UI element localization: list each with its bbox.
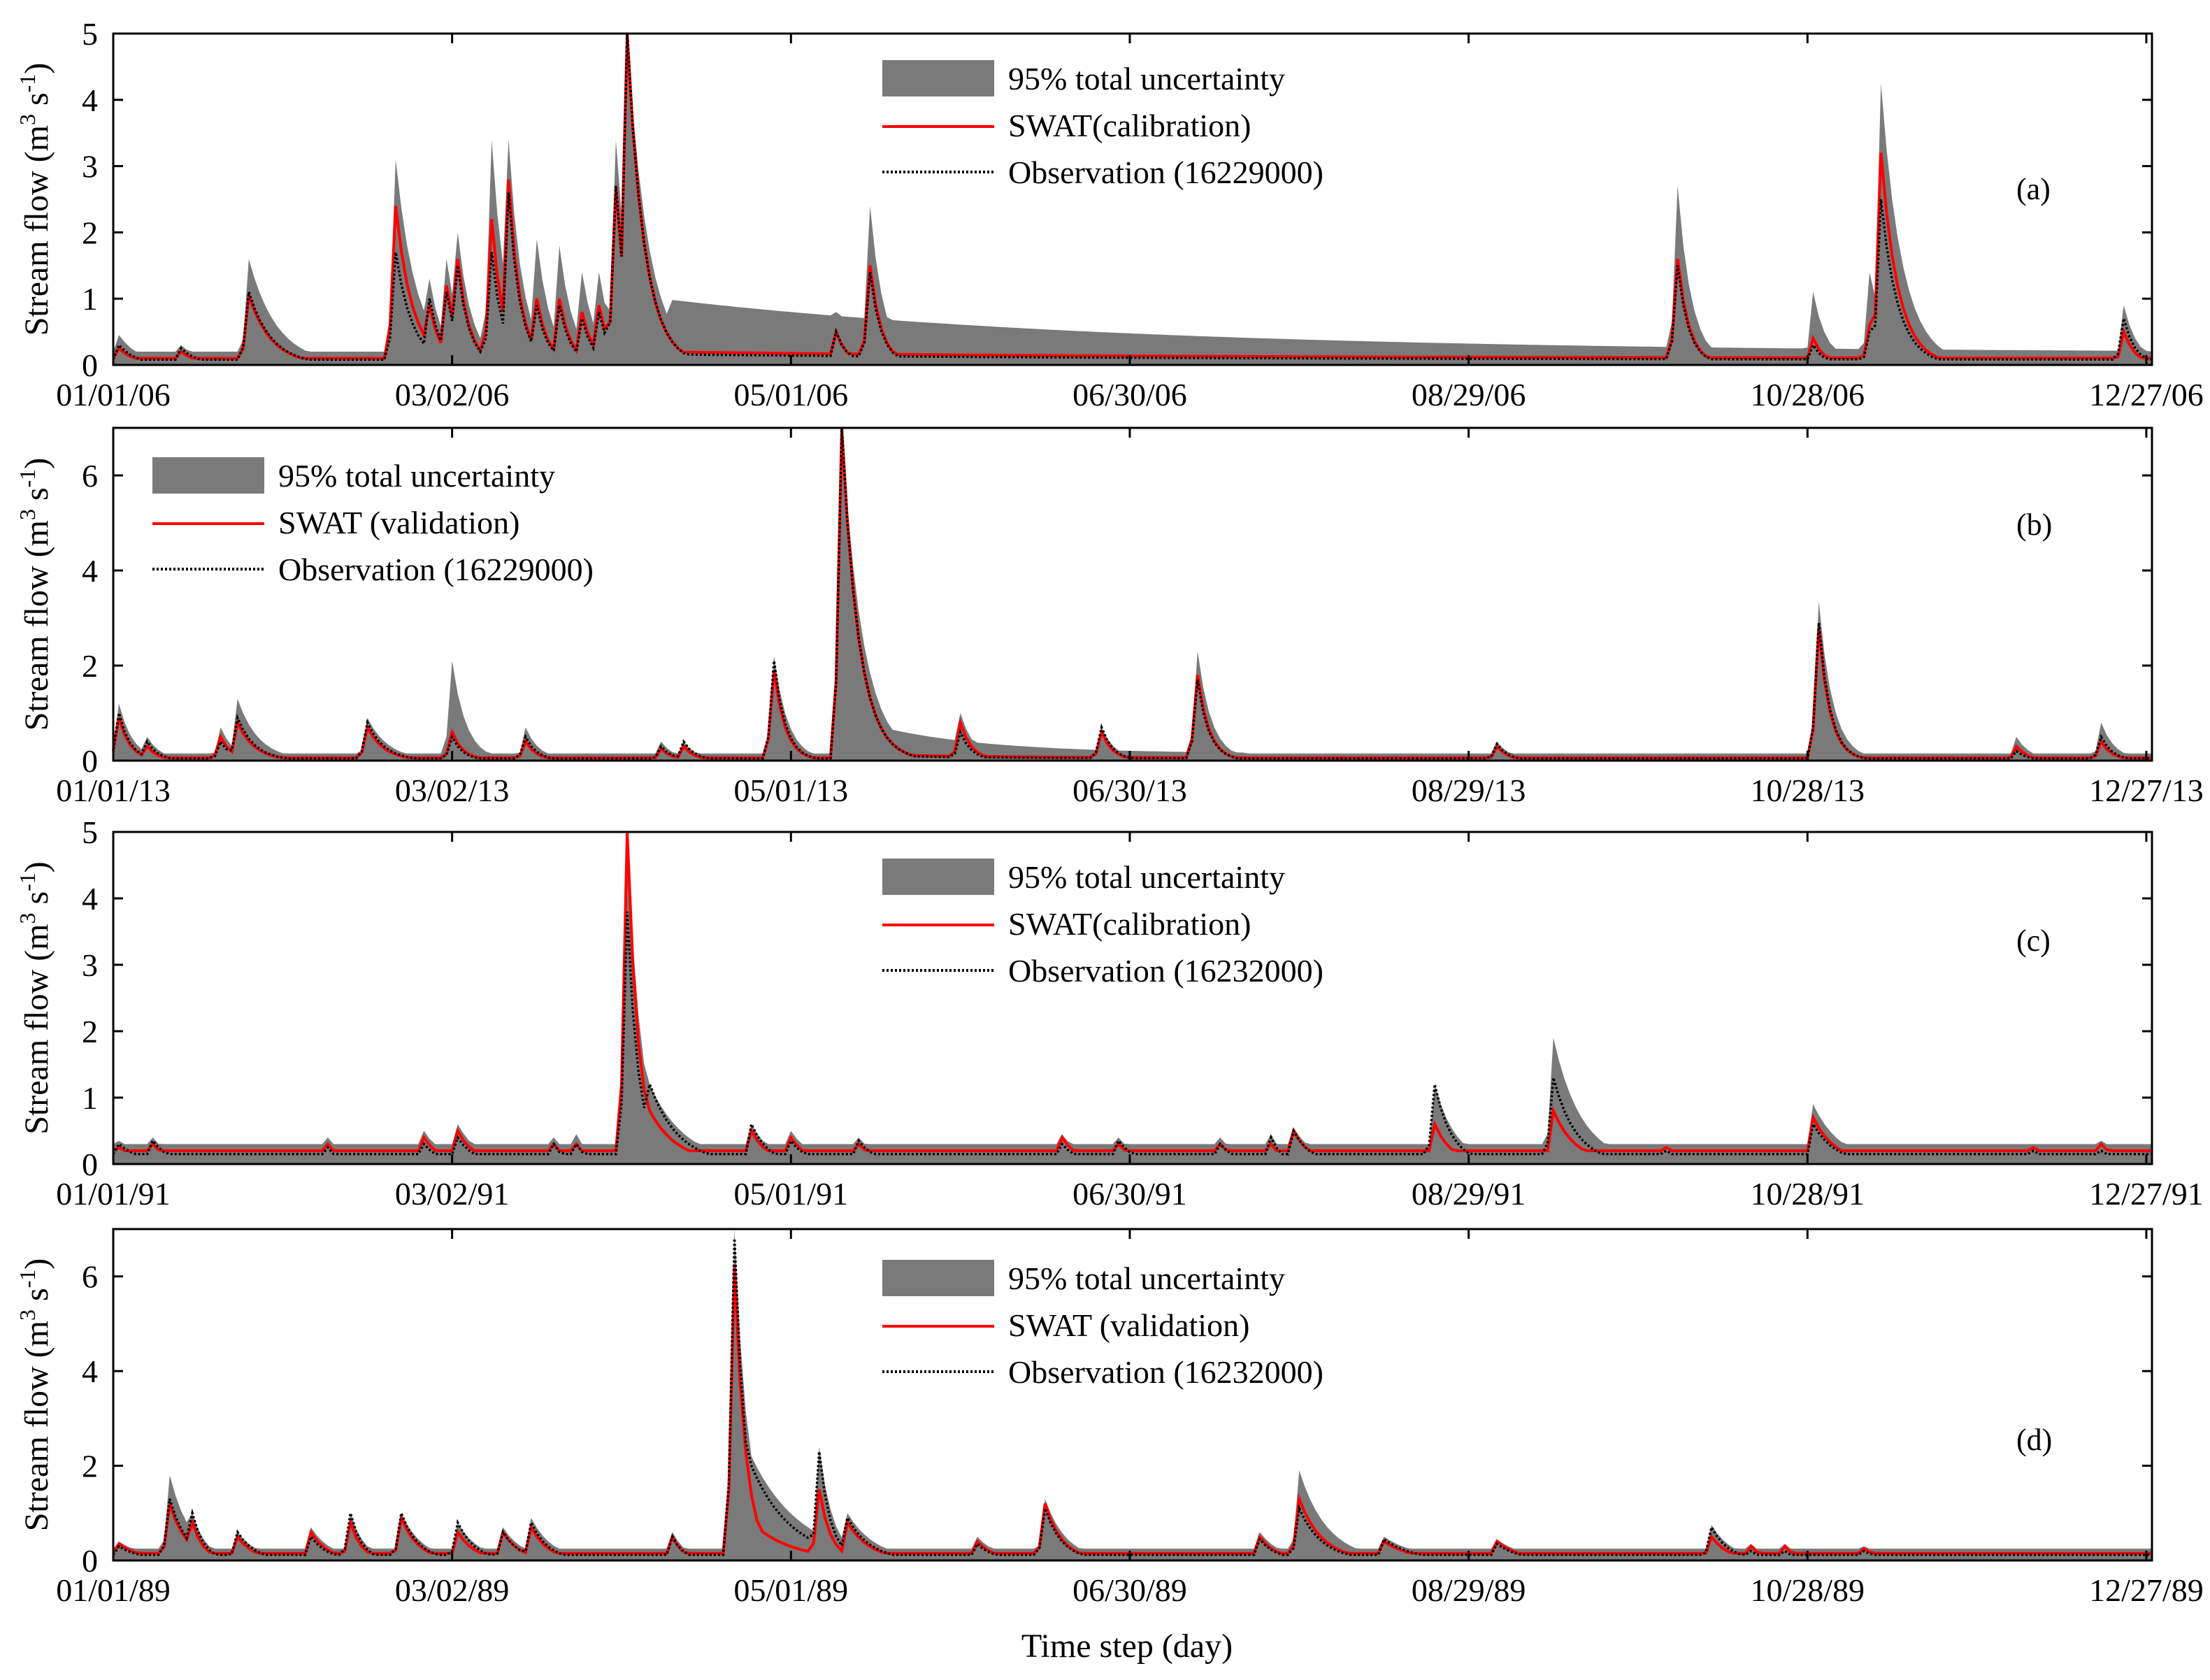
legend-entry: 95% total uncertainty [1008, 1261, 1285, 1296]
panel-d: 0 2 4 6 01/01/89 03/02/89 05/01/89 06/30/89 08/2… [15, 1228, 2204, 1608]
x-tick-label: 01/01/91 [56, 1176, 171, 1212]
y-tick-label: 5 [82, 16, 98, 52]
legend-entry: Observation (16232000) [1008, 953, 1323, 989]
observation-line [112, 427, 2152, 760]
x-tick-label: 10/28/91 [1750, 1176, 1865, 1212]
x-tick-label: 10/28/13 [1750, 773, 1865, 808]
legend-band-swatch [882, 1260, 994, 1296]
legend-entry: Observation (16232000) [1008, 1354, 1323, 1390]
x-tick-label: 05/01/89 [734, 1572, 849, 1608]
y-tick-label: 0 [82, 743, 98, 779]
legend-entry: SWAT (validation) [1008, 1307, 1249, 1343]
x-tick-label: 06/30/13 [1072, 773, 1187, 808]
plot-frame [112, 831, 2153, 1165]
y-tick-label: 0 [82, 1543, 98, 1579]
y-tick-label: 0 [82, 347, 98, 383]
y-tick-label: 1 [82, 281, 98, 317]
plot-frame [112, 426, 2153, 762]
y-tick-label: 1 [82, 1080, 98, 1116]
y-tick-label: 5 [82, 814, 98, 850]
x-tick-label: 03/02/89 [395, 1572, 510, 1608]
legend-entry: 95% total uncertainty [1008, 859, 1285, 895]
y-tick-label: 6 [82, 1259, 98, 1295]
x-tick-label: 10/28/06 [1750, 377, 1865, 412]
x-tick-label: 12/27/89 [2089, 1572, 2204, 1608]
x-tick-label: 03/02/91 [395, 1176, 510, 1212]
legend: 95% total uncertainty SWAT (validation) Ob… [882, 1260, 1323, 1390]
legend-entry: Observation (16229000) [278, 552, 594, 587]
y-axis-title: Stream flow (m3 s-1) [15, 861, 55, 1135]
y-tick-label: 4 [82, 82, 98, 118]
x-tick-label: 05/01/91 [734, 1176, 849, 1212]
swat-line [112, 1267, 2152, 1555]
swat-line [112, 831, 2152, 1152]
y-tick-label: 3 [82, 149, 98, 185]
legend-entry: Observation (16229000) [1008, 155, 1323, 190]
x-tick-label: 08/29/91 [1412, 1176, 1526, 1212]
panel-label: (b) [2016, 508, 2052, 542]
x-tick-label: 03/02/06 [395, 377, 510, 412]
x-tick-label: 06/30/06 [1072, 377, 1187, 412]
swat-line [112, 33, 2153, 360]
legend-band-swatch [882, 60, 994, 96]
legend-band-swatch [152, 457, 264, 494]
y-tick-label: 2 [82, 1014, 98, 1049]
x-tick-label: 05/01/13 [734, 773, 849, 808]
legend: 95% total uncertainty SWAT(calibration) Ob… [882, 60, 1323, 190]
x-tick-label: 06/30/89 [1072, 1572, 1187, 1608]
y-axis-title: Stream flow (m3 s-1) [15, 63, 55, 336]
y-tick-label: 4 [82, 1354, 98, 1389]
y-tick-label: 2 [82, 1449, 98, 1484]
y-tick-label: 2 [82, 648, 98, 684]
y-tick-label: 4 [82, 881, 98, 917]
x-axis-title: Time step (day) [1021, 1628, 1233, 1665]
x-tick-label: 12/27/13 [2089, 773, 2204, 808]
y-tick-label: 2 [82, 215, 98, 250]
x-tick-label: 01/01/89 [56, 1572, 171, 1608]
y-tick-label: 4 [82, 553, 98, 589]
legend-band-swatch [882, 859, 994, 895]
legend-entry: SWAT(calibration) [1008, 906, 1251, 942]
x-tick-label: 08/29/89 [1412, 1572, 1526, 1608]
legend-entry: SWAT (validation) [278, 505, 519, 540]
y-axis-title: Stream flow (m3 s-1) [15, 1258, 55, 1532]
legend: 95% total uncertainty SWAT (validation) Ob… [152, 457, 594, 587]
y-axis-title: Stream flow (m3 s-1) [15, 458, 55, 731]
uncertainty-band [113, 34, 2152, 365]
x-tick-label: 10/28/89 [1750, 1572, 1865, 1608]
x-tick-label: 01/01/06 [56, 377, 171, 412]
y-tick-label: 0 [82, 1147, 98, 1182]
x-tick-label: 12/27/06 [2089, 377, 2204, 412]
x-tick-label: 03/02/13 [395, 773, 510, 808]
legend-entry: SWAT(calibration) [1008, 108, 1251, 143]
panel-b: 0 2 4 6 01/01/13 03/02/13 05/01/13 06/30/13 08/2… [15, 426, 2204, 808]
legend-entry: 95% total uncertainty [1008, 61, 1285, 96]
x-tick-label: 08/29/06 [1412, 377, 1526, 412]
panel-label: (a) [2016, 172, 2051, 206]
legend: 95% total uncertainty SWAT(calibration) Ob… [882, 859, 1323, 989]
legend-entry: 95% total uncertainty [278, 458, 555, 494]
panel-label: (c) [2016, 924, 2051, 958]
y-tick-label: 6 [82, 458, 98, 494]
plot-frame [112, 32, 2153, 366]
x-tick-label: 12/27/91 [2089, 1176, 2204, 1212]
x-tick-label: 06/30/91 [1072, 1176, 1187, 1212]
observation-line [112, 911, 2152, 1156]
x-tick-label: 01/01/13 [56, 773, 171, 808]
x-tick-label: 08/29/13 [1412, 773, 1526, 808]
y-tick-label: 3 [82, 947, 98, 983]
observation-line [112, 1238, 2152, 1556]
panel-c: 0 1 2 3 4 5 01/01/91 03/02/91 05/01/91 06/30/91 08… [15, 814, 2204, 1212]
panel-label: (d) [2016, 1423, 2052, 1457]
plot-frame [112, 1228, 2153, 1562]
x-tick-label: 05/01/06 [734, 377, 849, 412]
panel-a: 0 1 2 3 4 5 01/01/06 03/02/06 05/01/06 06/30/06 08… [15, 16, 2204, 412]
